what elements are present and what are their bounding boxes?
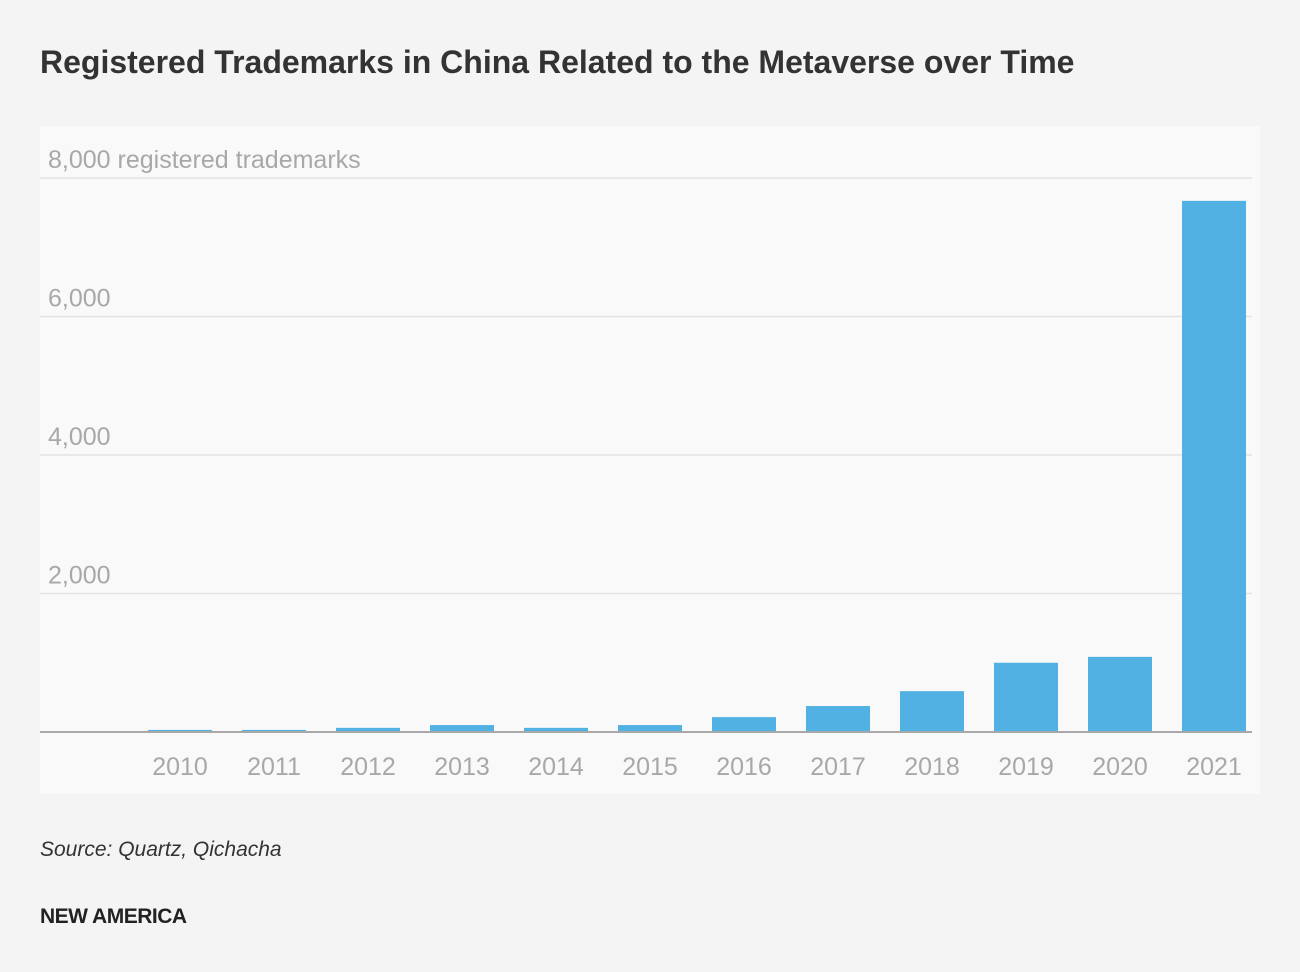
chart-title: Registered Trademarks in China Related t… (40, 44, 1075, 80)
x-tick-label: 2021 (1186, 753, 1242, 781)
x-tick-label: 2010 (152, 753, 208, 781)
new-america-logo: NEW AMERICA (40, 905, 187, 928)
bar-2014 (524, 727, 588, 732)
y-tick-label: 6,000 (48, 285, 111, 313)
x-tick-label: 2017 (810, 753, 866, 781)
source-note: Source: Quartz, Qichacha (40, 838, 282, 861)
bar-2021 (1182, 200, 1246, 732)
bar-2011 (242, 729, 306, 732)
bar-2010 (148, 729, 212, 732)
x-tick-label: 2020 (1092, 753, 1148, 781)
y-tick-label: 8,000 registered trademarks (48, 146, 361, 174)
bar-2016 (712, 717, 776, 732)
x-tick-label: 2018 (904, 753, 960, 781)
bar-2019 (994, 662, 1058, 732)
bar-2015 (618, 725, 682, 732)
bar-2017 (806, 706, 870, 732)
x-tick-label: 2013 (434, 753, 490, 781)
y-tick-label: 4,000 (48, 423, 111, 451)
bar-2018 (900, 691, 964, 732)
bar-2013 (430, 725, 494, 732)
y-tick-label: 2,000 (48, 562, 111, 590)
x-tick-label: 2016 (716, 753, 772, 781)
x-tick-label: 2014 (528, 753, 584, 781)
bar-2020 (1088, 656, 1152, 732)
x-tick-label: 2012 (340, 753, 396, 781)
x-tick-label: 2019 (998, 753, 1054, 781)
bar-chart: 2,000 4,000 6,000 8,000 registered trademar… (40, 146, 1252, 781)
plot-area: 2,000 4,000 6,000 8,000 registered trademar… (40, 126, 1260, 794)
x-tick-label: 2015 (622, 753, 678, 781)
x-tick-label: 2011 (247, 753, 301, 781)
bar-2012 (336, 727, 400, 732)
